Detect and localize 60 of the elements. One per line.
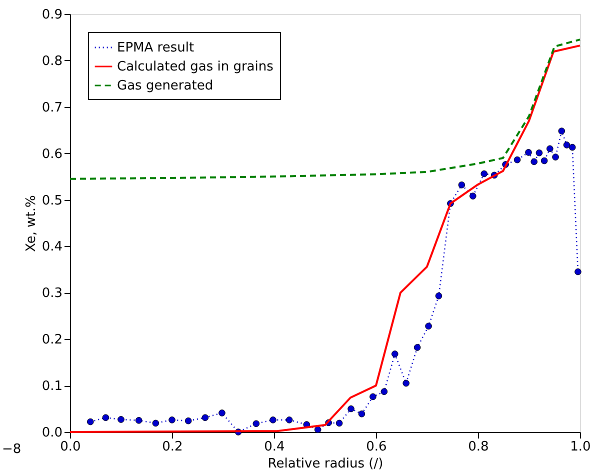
point bbox=[536, 149, 543, 156]
point bbox=[252, 420, 260, 428]
point bbox=[358, 410, 366, 418]
point bbox=[563, 142, 570, 148]
legend-label: Gas generated bbox=[117, 78, 214, 94]
y-tick-label: 0.9 bbox=[42, 8, 62, 22]
legend-label: Calculated gas in grains bbox=[117, 60, 274, 74]
x-tick-label: 0.4 bbox=[264, 440, 285, 454]
point bbox=[435, 292, 442, 300]
point bbox=[348, 405, 354, 412]
point bbox=[286, 416, 293, 424]
x-tick-label: 0.0 bbox=[60, 440, 81, 454]
point bbox=[558, 128, 566, 134]
y-tick-label: 0.0 bbox=[42, 426, 62, 440]
point bbox=[458, 182, 466, 188]
point bbox=[118, 416, 124, 423]
point bbox=[480, 170, 488, 178]
point bbox=[525, 149, 532, 156]
line-series bbox=[69, 38, 581, 180]
y-tick-label: 0.6 bbox=[42, 146, 62, 162]
point bbox=[514, 156, 521, 164]
point bbox=[391, 350, 398, 358]
y-tick-label: 0.3 bbox=[42, 286, 62, 302]
y-tick-label: 0.2 bbox=[42, 332, 62, 348]
point bbox=[336, 420, 343, 427]
y-tick-label: 0.8 bbox=[42, 54, 62, 69]
point bbox=[270, 416, 276, 424]
x-tick-label: 0.6 bbox=[366, 440, 387, 454]
point bbox=[530, 158, 538, 166]
x-tick-label: 0.2 bbox=[162, 440, 183, 454]
point bbox=[202, 414, 209, 422]
point bbox=[184, 417, 192, 424]
point bbox=[370, 393, 376, 400]
y-tick-label: 0.1 bbox=[42, 379, 62, 394]
point bbox=[152, 420, 160, 427]
y-axis-title: Xe, wt.% bbox=[24, 195, 39, 252]
point bbox=[568, 144, 576, 151]
y-tick-label: 0.5 bbox=[42, 193, 62, 208]
point bbox=[218, 410, 226, 416]
point bbox=[414, 344, 421, 351]
point bbox=[469, 192, 476, 200]
point bbox=[168, 416, 176, 424]
point bbox=[314, 426, 322, 434]
x-axis-title: Relative radius (/) bbox=[268, 456, 384, 472]
point bbox=[402, 380, 410, 387]
x-tick-label: 1.0 bbox=[570, 440, 591, 454]
legend-label: EPMA result bbox=[117, 40, 194, 56]
point bbox=[380, 388, 388, 395]
point bbox=[102, 414, 110, 422]
point bbox=[546, 145, 554, 152]
x-tick-label: 0.8 bbox=[468, 440, 489, 454]
point bbox=[425, 322, 432, 330]
text: −8 bbox=[2, 442, 22, 457]
point bbox=[540, 157, 548, 164]
y-tick-label: 0.4 bbox=[42, 240, 62, 255]
point bbox=[86, 418, 94, 426]
point bbox=[135, 416, 142, 424]
point bbox=[552, 154, 559, 160]
y-tick-label: 0.7 bbox=[42, 100, 62, 116]
point bbox=[574, 268, 582, 276]
